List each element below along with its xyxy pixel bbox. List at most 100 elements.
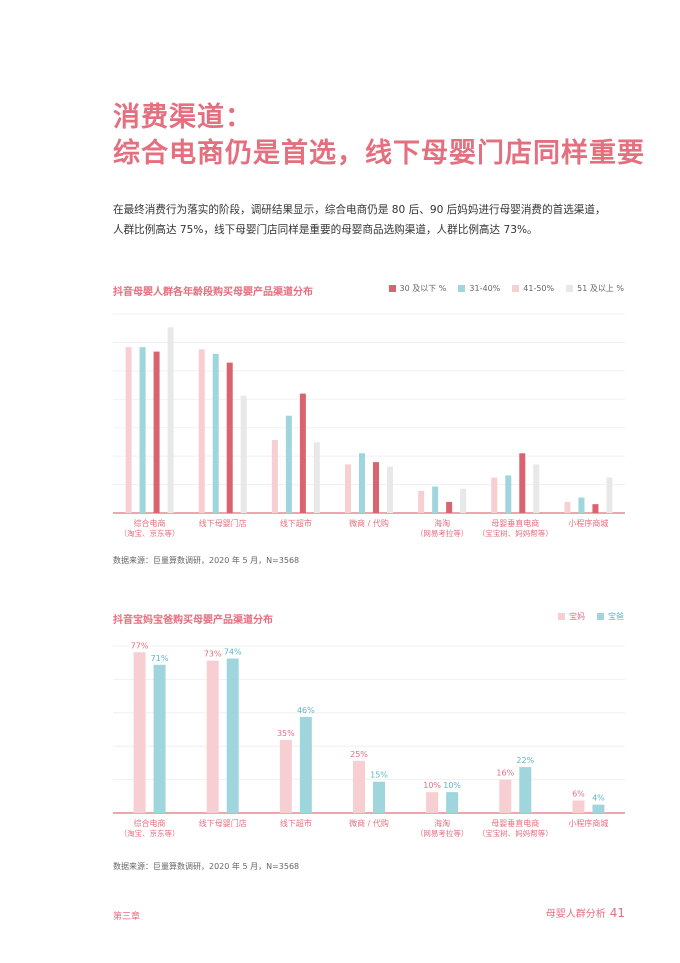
- data-label: 22%: [516, 756, 534, 765]
- category-label: 母婴垂直电商: [491, 818, 539, 828]
- legend-item-age41-50: 41-50%: [512, 283, 554, 294]
- legend-item-mom: 宝妈: [558, 611, 585, 622]
- bar: [279, 739, 292, 813]
- intro-line-2: 人群比例高达 75%，线下母婴门店同样是重要的母婴商品选购渠道，人群比例高达 7…: [113, 224, 538, 236]
- bar: [606, 477, 613, 513]
- bar: [167, 327, 174, 513]
- legend-label: 41-50%: [523, 284, 555, 293]
- category-label: 综合电商: [134, 818, 166, 828]
- category-label: 微商 / 代购: [349, 518, 389, 528]
- bar: [359, 453, 365, 513]
- legend-label: 宝妈: [569, 612, 585, 621]
- footer-chapter: 第三章: [113, 912, 141, 922]
- legend-label: 31-40%: [469, 284, 501, 293]
- bar: [313, 442, 320, 513]
- data-label: 16%: [496, 769, 514, 778]
- category-label: 微商 / 代购: [349, 818, 389, 828]
- bar: [153, 664, 166, 813]
- bar: [418, 490, 425, 513]
- category-label: （宝宝树、妈妈帮等）: [478, 528, 553, 538]
- category-label: 线下超市: [280, 818, 312, 828]
- bar: [299, 716, 312, 813]
- bar: [446, 792, 459, 813]
- page-title: 消费渠道：: [113, 102, 253, 133]
- data-label: 6%: [572, 789, 585, 798]
- data-label: 4%: [592, 794, 605, 803]
- page-subtitle: 综合电商仍是首选，线下母婴门店同样重要: [113, 138, 645, 169]
- bar: [432, 486, 439, 513]
- bar: [592, 504, 599, 513]
- category-label: 综合电商: [134, 518, 166, 528]
- footer-page-info: 母婴人群分析 41: [546, 905, 625, 920]
- category-label: （网易考拉等）: [416, 528, 469, 538]
- data-label: 74%: [224, 648, 242, 657]
- chart1-legend: 30 及以下 % 31-40% 41-50% 51 及以上 %: [388, 283, 624, 294]
- bar: [533, 464, 540, 513]
- category-label: 小程序商城: [568, 818, 608, 828]
- legend-swatch: [512, 285, 520, 292]
- footer-section: 母婴人群分析: [545, 909, 606, 920]
- data-label: 46%: [297, 706, 315, 715]
- bar: [519, 767, 532, 813]
- bar: [373, 462, 379, 513]
- page-number: 41: [609, 906, 625, 920]
- bar: [592, 804, 605, 813]
- legend-item-age51: 51 及以上 %: [566, 283, 624, 294]
- bar: [212, 353, 219, 513]
- bar: [564, 501, 571, 513]
- bar: [198, 349, 205, 513]
- chart2-legend: 宝妈 宝爸: [558, 611, 624, 622]
- bar: [460, 488, 467, 513]
- legend-swatch: [388, 285, 396, 292]
- bar: [572, 800, 585, 813]
- chart2-source: 数据来源：巨量算数调研，2020 年 5 月，N=3568: [113, 862, 300, 871]
- channel-by-parent-chart: 77%71% 综合电商（淘宝、京东等） 73% 74% 线下母婴门店 35% 46% 线下超市…: [113, 641, 625, 838]
- bar: [387, 466, 393, 513]
- legend-item-dad: 宝爸: [597, 611, 624, 622]
- bar: [373, 781, 385, 813]
- bar: [240, 395, 247, 513]
- data-label: 25%: [350, 750, 368, 759]
- legend-label: 51 及以上 %: [577, 284, 624, 293]
- data-label: 73%: [204, 650, 222, 659]
- bar: [206, 660, 219, 813]
- data-label: 10%: [443, 781, 461, 790]
- data-label: 35%: [277, 729, 295, 738]
- bar: [285, 415, 292, 513]
- data-label: 77%: [131, 641, 149, 650]
- bar: [345, 464, 351, 513]
- data-label: 10%: [423, 781, 441, 790]
- bar: [578, 497, 585, 513]
- category-label: （网易考拉等）: [416, 828, 469, 838]
- bar: [133, 652, 146, 813]
- category-label: 线下母婴门店: [199, 518, 247, 528]
- intro-paragraph: 在最终消费行为落实的阶段，调研结果显示，综合电商仍是 80 后、90 后妈妈进行…: [113, 200, 633, 240]
- bar: [226, 362, 233, 513]
- bar: [271, 440, 278, 513]
- legend-label: 30 及以下 %: [399, 284, 447, 293]
- chart1-title: 抖音母婴人群各年龄段购买母婴产品渠道分布: [113, 287, 313, 298]
- bar: [446, 501, 453, 513]
- bar: [499, 779, 512, 813]
- legend-swatch: [597, 613, 604, 620]
- category-label: 海淘: [434, 518, 450, 528]
- legend-label: 宝爸: [608, 612, 624, 621]
- channel-by-age-chart: 综合电商（淘宝、京东等） 线下母婴门店 线下超市 微商 / 代购 海淘（网易考拉等） 母婴…: [113, 313, 625, 538]
- bar: [226, 658, 239, 813]
- bar: [505, 475, 512, 513]
- data-label: 71%: [151, 654, 169, 663]
- chart1-source: 数据来源：巨量算数调研，2020 年 5 月，N=3568: [113, 556, 300, 565]
- intro-line-1: 在最终消费行为落实的阶段，调研结果显示，综合电商仍是 80 后、90 后妈妈进行…: [113, 204, 606, 216]
- legend-swatch: [566, 285, 574, 292]
- chart2-title: 抖音宝妈宝爸购买母婴产品渠道分布: [113, 615, 273, 626]
- bar: [299, 393, 306, 513]
- category-label: 线下母婴门店: [199, 818, 247, 828]
- category-label: 线下超市: [280, 518, 312, 528]
- bar: [153, 351, 160, 513]
- legend-item-age31-40: 31-40%: [458, 283, 500, 294]
- category-label: 海淘: [434, 818, 450, 828]
- bar: [125, 347, 132, 513]
- legend-swatch: [558, 613, 565, 620]
- category-label: （淘宝、京东等）: [120, 828, 180, 838]
- bar: [353, 760, 365, 813]
